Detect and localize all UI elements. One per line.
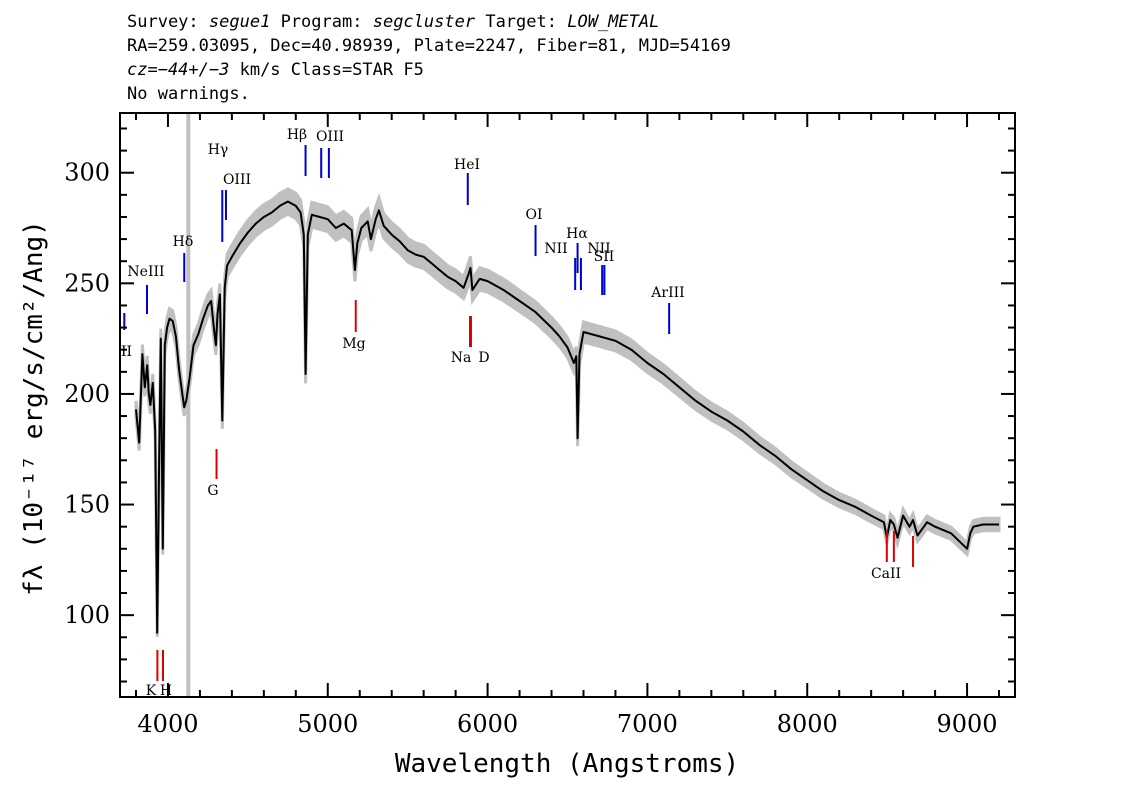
absorption-line-label: Na [451,350,472,366]
spectrum-layer [135,200,999,634]
x-tick-label: 8000 [777,710,838,738]
x-tick-label: 9000 [937,710,998,738]
header-line-3: cz=−44+/−3 km/s Class=STAR F5 [127,58,731,82]
y-tick-label: 150 [64,491,110,519]
y-tick-label: 300 [64,159,110,187]
cz-value: cz=−44+/−3 [127,60,230,80]
absorption-line-label: Mg [342,336,365,352]
spectrum-line [135,200,999,634]
emission-line-label: Hγ [208,142,229,158]
emission-line-label: NII [587,241,610,257]
absorption-line-label: CaII [871,566,901,582]
program-label: Program: [280,12,363,32]
y-tick-label: 200 [64,380,110,408]
emission-line-label: OIII [223,172,251,188]
emission-line-label: SII [594,249,615,265]
plot-frame [119,112,1016,698]
axes-layer: 4000 5000 6000 7000 8000 9000 100 150 200 250 300 [64,112,1016,738]
absorption-line-label: K [146,683,157,699]
x-tick-label: 5000 [297,710,358,738]
y-axis-title: fλ (10⁻¹⁷ erg/s/cm²/Ang) [19,220,49,596]
header-line-2: RA=259.03095, Dec=40.98939, Plate=2247, … [127,36,731,56]
survey-value: segue1 [208,12,271,32]
emission-line-label: II [121,344,132,360]
absorption-line-label: H [160,683,172,699]
x-tick-label: 4000 [137,710,198,738]
absorption-line-label: G [207,483,218,499]
y-tick-label: 100 [64,601,110,629]
noise-band-layer [134,187,1001,637]
program-value: segcluster [372,12,476,32]
absorption-line-label: D [478,350,489,366]
emission-line-label: ArIII [650,285,684,301]
header-line-1: Survey: segue1 Program: segcluster Targe… [127,10,731,34]
emission-line-label: NeIII [127,264,164,280]
target-value: LOW_METAL [567,12,660,32]
emission-line-label: Hβ [287,127,307,143]
spectrum-header: Survey: segue1 Program: segcluster Targe… [127,10,731,106]
emission-line-label: OI [525,207,542,223]
survey-label: Survey: [127,12,199,32]
emission-line-label: OIII [316,129,344,145]
y-tick-label: 250 [64,269,110,297]
x-tick-label: 6000 [457,710,518,738]
emission-line-label: Hα [566,226,588,242]
x-tick-label: 7000 [617,710,678,738]
x-axis-title: Wavelength (Angstroms) [395,749,739,779]
emission-line-label: Hδ [173,234,194,250]
class-value: km/s Class=STAR F5 [229,60,424,80]
header-line-4: No warnings. [127,84,250,104]
emission-line-label: HeI [454,157,480,173]
target-label: Target: [485,12,557,32]
emission-line-label: NII [544,241,567,257]
noise-envelope [134,187,1001,637]
